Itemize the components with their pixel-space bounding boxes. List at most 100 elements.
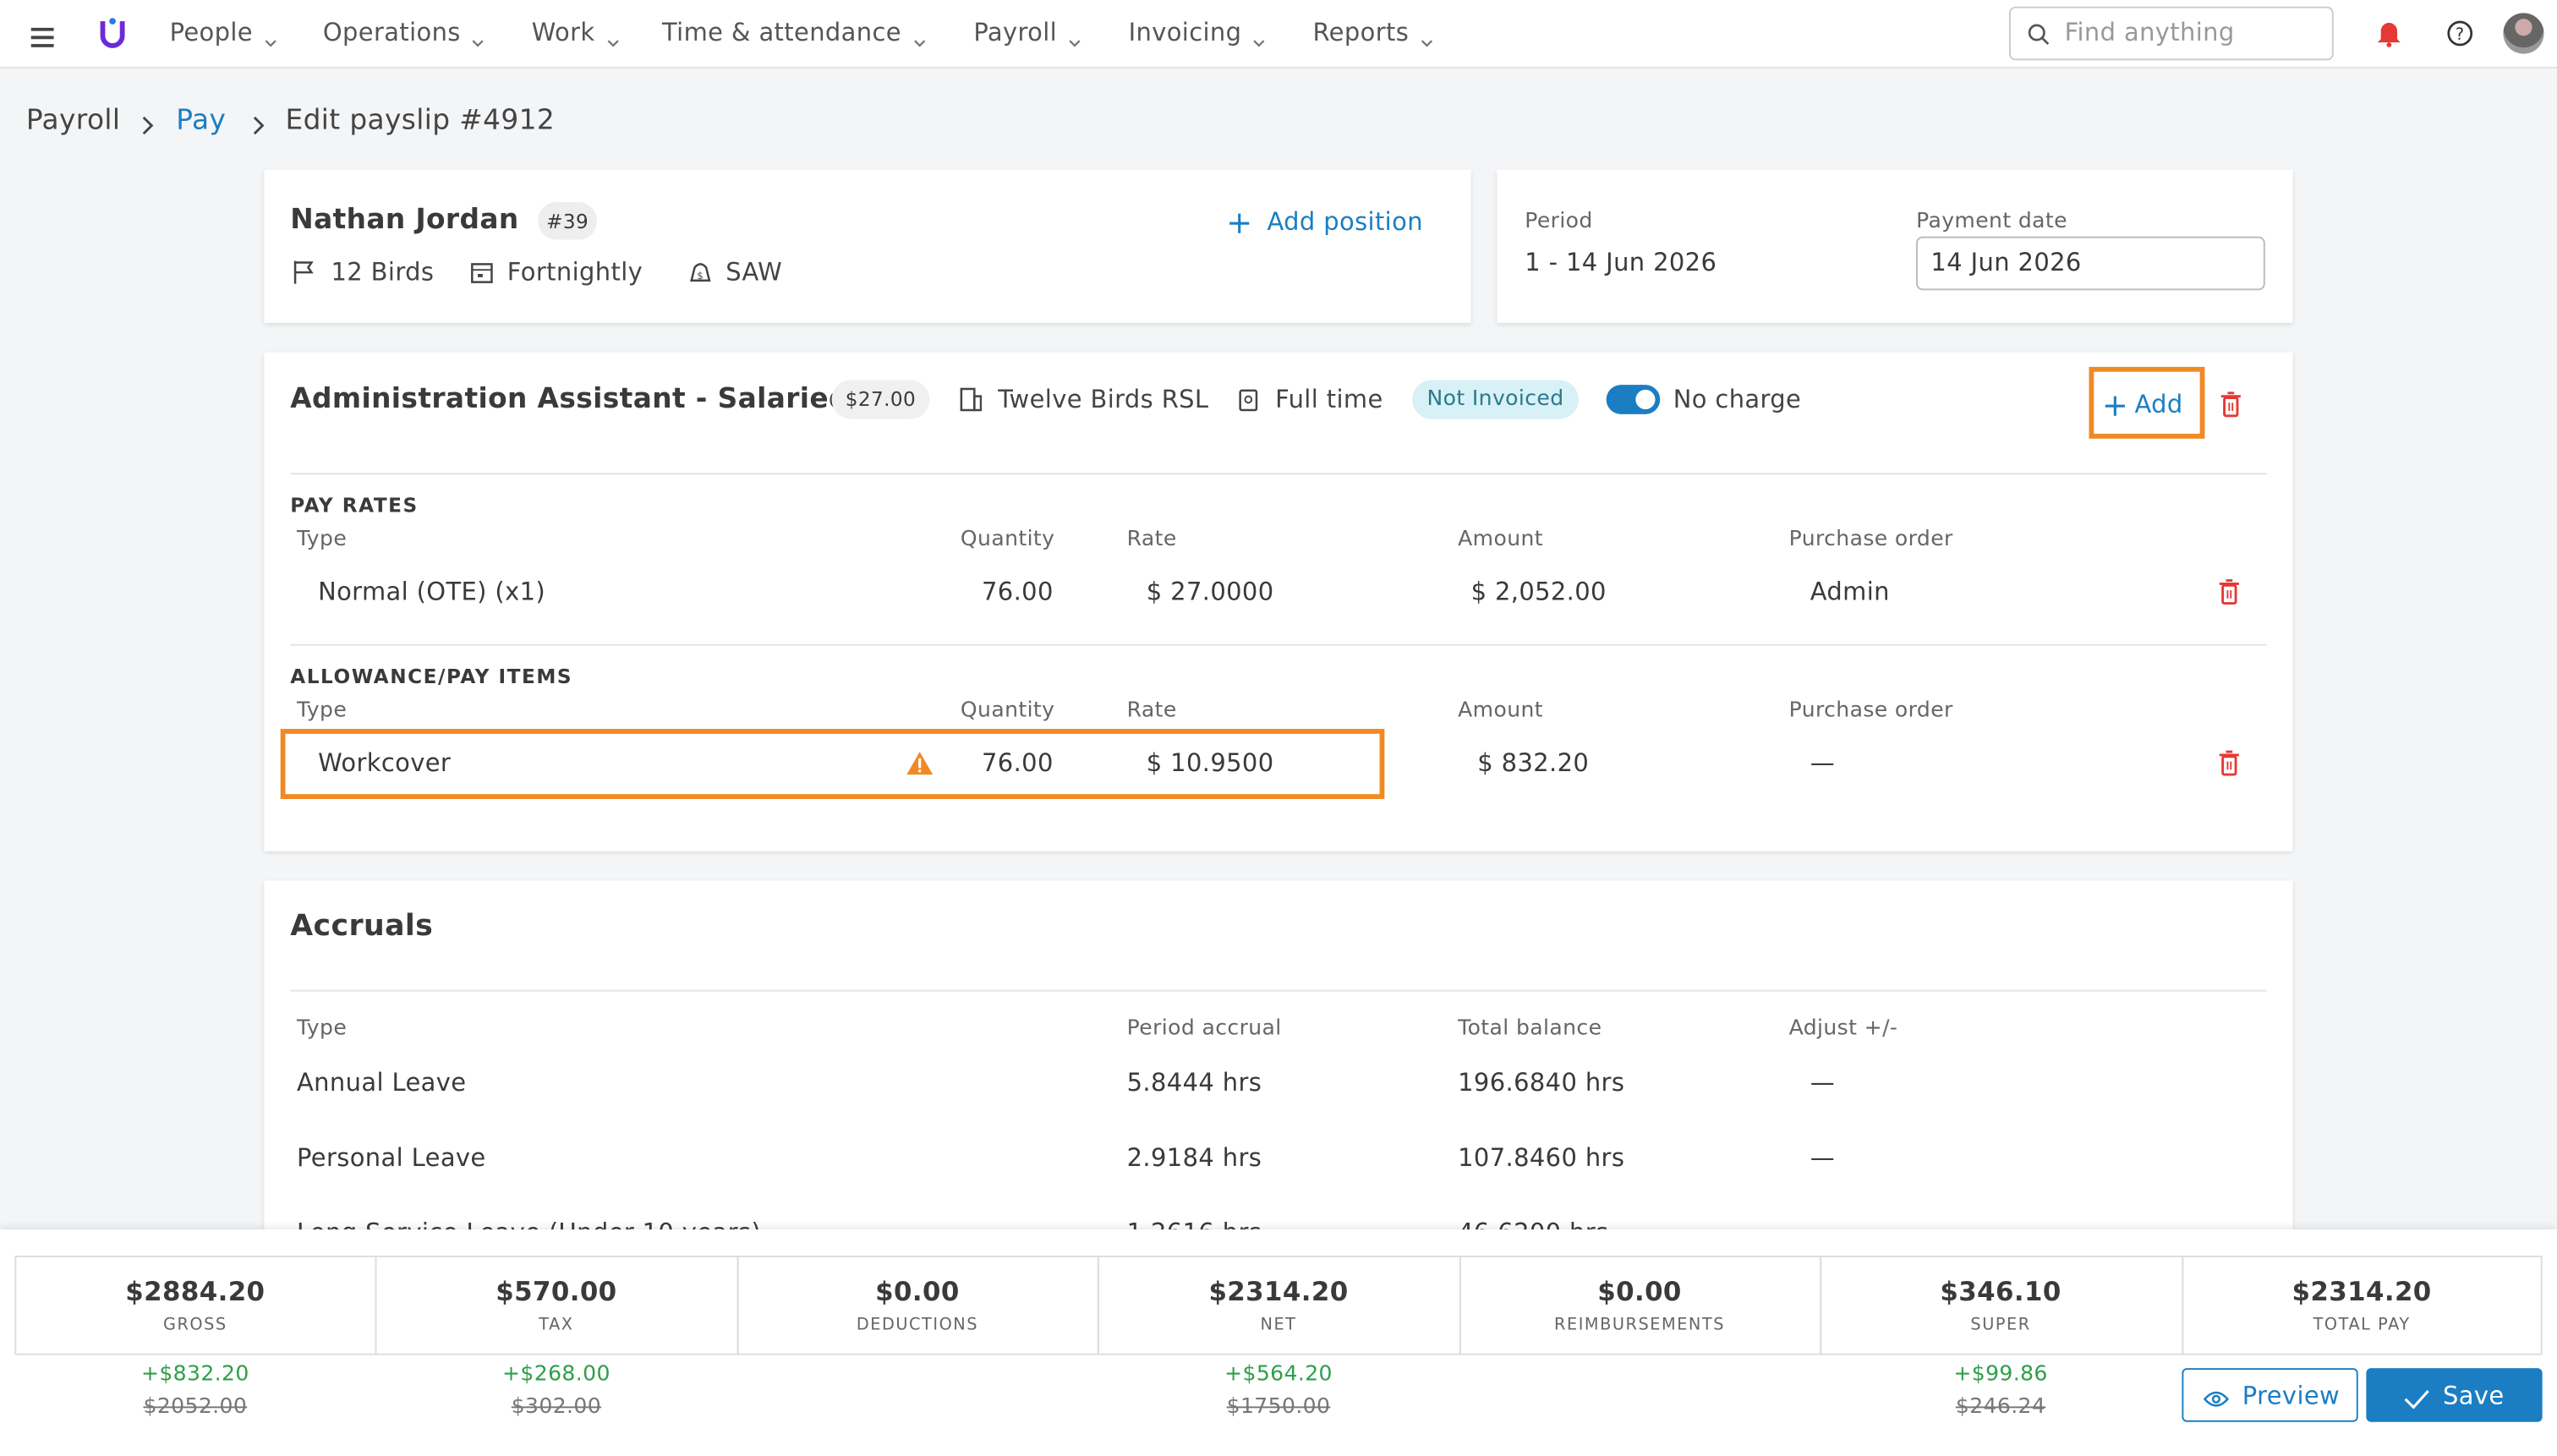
building-icon bbox=[959, 386, 983, 413]
check-icon bbox=[2404, 1384, 2430, 1409]
nav-item[interactable]: Payroll bbox=[973, 18, 1058, 47]
summary-label: DEDUCTIONS bbox=[856, 1316, 979, 1335]
accruals-title: Accruals bbox=[290, 909, 434, 944]
chevron bbox=[264, 26, 277, 47]
column-header: Total balance bbox=[1458, 1016, 1602, 1042]
summary-value: $346.10 bbox=[1940, 1276, 2061, 1307]
warning-icon bbox=[905, 750, 934, 776]
column-header: Rate bbox=[1126, 698, 1177, 724]
position-card bbox=[264, 352, 2293, 851]
cell: 5.8444 hrs bbox=[1126, 1068, 1262, 1097]
delete-icon[interactable] bbox=[2220, 391, 2242, 418]
search-icon bbox=[2027, 21, 2050, 46]
summary-previous: $246.24 bbox=[1955, 1394, 2046, 1420]
cell: $ 10.9500 bbox=[1146, 748, 1274, 778]
employee-id-badge bbox=[538, 202, 597, 240]
cell: 76.00 bbox=[981, 748, 1054, 778]
nav-item[interactable]: People bbox=[169, 18, 254, 47]
breadcrumb-separator bbox=[251, 111, 265, 135]
add-position[interactable]: Add position bbox=[1267, 206, 1423, 237]
payment-date-value: 14 Jun 2026 bbox=[1930, 248, 2082, 277]
employee-detail: SAW bbox=[725, 257, 783, 287]
cell: Annual Leave bbox=[296, 1068, 467, 1097]
divider bbox=[290, 473, 2267, 475]
section-heading: PAY RATES bbox=[290, 494, 419, 517]
plus-icon bbox=[1228, 211, 1251, 233]
chevron bbox=[471, 26, 484, 47]
summary-value: $2314.20 bbox=[2291, 1276, 2432, 1307]
divider bbox=[290, 989, 2267, 992]
invoice-status: Not Invoiced bbox=[1426, 387, 1564, 412]
summary-label: SUPER bbox=[1970, 1316, 2031, 1335]
column-header: Type bbox=[296, 698, 348, 724]
cell: $ 2,052.00 bbox=[1470, 577, 1607, 607]
cell: 2.9184 hrs bbox=[1126, 1142, 1262, 1173]
column-header: Quantity bbox=[960, 527, 1055, 552]
detail-icon bbox=[469, 260, 494, 286]
delete-icon[interactable] bbox=[2218, 750, 2241, 776]
summary-cell bbox=[2181, 1255, 2543, 1355]
summary-value: $0.00 bbox=[1597, 1276, 1682, 1307]
summary-value: $570.00 bbox=[496, 1276, 617, 1307]
column-header: Rate bbox=[1126, 527, 1177, 552]
preview-label: Preview bbox=[2242, 1381, 2341, 1411]
toggle-label: No charge bbox=[1673, 385, 1802, 414]
employee-detail: 12 Birds bbox=[331, 257, 435, 287]
payment-date-input[interactable] bbox=[1916, 236, 2265, 291]
cell: $ 832.20 bbox=[1477, 748, 1590, 778]
summary-value: $0.00 bbox=[875, 1276, 960, 1307]
period-value: 1 - 14 Jun 2026 bbox=[1525, 248, 1717, 277]
chevron bbox=[913, 26, 926, 47]
cell: 107.8460 hrs bbox=[1458, 1142, 1625, 1173]
nav-item[interactable]: Operations bbox=[322, 18, 461, 47]
summary-label: GROSS bbox=[162, 1316, 227, 1335]
breadcrumb-item[interactable]: Payroll bbox=[25, 104, 121, 137]
summary-footer bbox=[0, 1229, 2557, 1456]
employee-detail: Fortnightly bbox=[506, 257, 643, 287]
search-box[interactable] bbox=[2008, 6, 2334, 61]
nav-item[interactable]: Work bbox=[531, 18, 595, 47]
employment-type: Full time bbox=[1275, 385, 1383, 414]
summary-previous: $2052.00 bbox=[143, 1394, 248, 1420]
position-rate: $27.00 bbox=[845, 387, 917, 411]
status-pill bbox=[1412, 380, 1579, 419]
column-header: Period accrual bbox=[1126, 1016, 1282, 1042]
logo bbox=[98, 14, 128, 50]
delete-icon[interactable] bbox=[2218, 579, 2241, 605]
add-button: Add bbox=[2134, 389, 2183, 419]
cell: Admin bbox=[1810, 577, 1890, 607]
avatar[interactable] bbox=[2503, 13, 2544, 54]
column-header: Quantity bbox=[960, 698, 1055, 724]
cell: 76.00 bbox=[981, 577, 1054, 607]
nav-item[interactable]: Invoicing bbox=[1128, 18, 1242, 47]
section-heading: ALLOWANCE/PAY ITEMS bbox=[290, 665, 573, 688]
toggle-knob bbox=[1635, 389, 1656, 410]
save-button[interactable] bbox=[2366, 1368, 2543, 1422]
summary-previous: $1750.00 bbox=[1226, 1394, 1331, 1420]
chevron bbox=[1068, 26, 1081, 47]
divider bbox=[290, 643, 2267, 646]
breadcrumb-item[interactable]: Pay bbox=[176, 104, 227, 137]
cell: 196.6840 hrs bbox=[1458, 1068, 1625, 1097]
employee-card bbox=[264, 169, 1471, 323]
row-highlight bbox=[280, 729, 1385, 799]
summary-change: +$564.20 bbox=[1224, 1362, 1333, 1388]
cell: Workcover bbox=[318, 748, 452, 778]
summary-label: TAX bbox=[539, 1316, 574, 1335]
employee-id: #39 bbox=[546, 210, 589, 233]
preview-button[interactable] bbox=[2182, 1368, 2358, 1422]
nav-item[interactable]: Reports bbox=[1312, 18, 1410, 47]
column-header: Amount bbox=[1458, 527, 1543, 552]
summary-label: REIMBURSEMENTS bbox=[1554, 1316, 1726, 1335]
nav-item[interactable]: Time & attendance bbox=[661, 18, 901, 47]
cell: $ 27.0000 bbox=[1146, 577, 1274, 607]
breadcrumb-separator bbox=[140, 111, 154, 135]
cell: Personal Leave bbox=[296, 1142, 486, 1173]
summary-change: +$99.86 bbox=[1953, 1362, 2048, 1388]
column-header: Purchase order bbox=[1788, 527, 1953, 552]
menu-icon[interactable] bbox=[30, 23, 54, 47]
add-button-highlight[interactable] bbox=[2089, 366, 2205, 439]
notification-icon[interactable] bbox=[2376, 19, 2402, 47]
column-header: Type bbox=[296, 527, 348, 552]
